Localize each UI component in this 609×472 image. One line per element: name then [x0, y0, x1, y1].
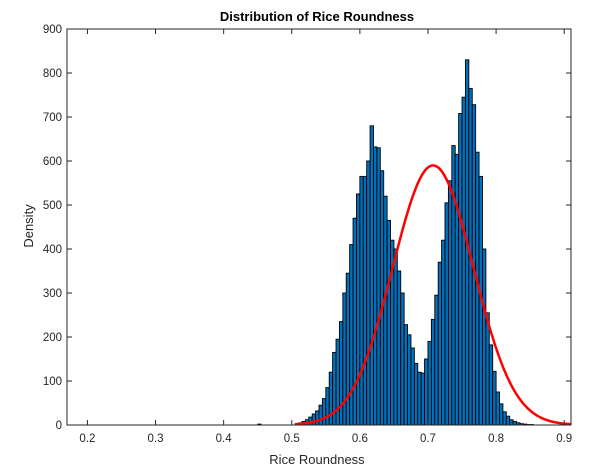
tick-labels: 0.2 0.3 0.4 0.5 0.6 0.7 0.8 0.9 0 100 200 300 400 500…: [43, 24, 572, 445]
histogram-bar: [366, 160, 371, 426]
x-tick-label: 0.9: [556, 433, 572, 445]
histogram-bar: [461, 96, 466, 426]
histogram-bar: [441, 239, 446, 426]
x-tick-label: 0.3: [148, 433, 164, 445]
histogram-bar: [352, 217, 357, 426]
x-tick-label: 0.2: [79, 433, 95, 445]
histogram-bar: [430, 318, 436, 426]
x-tick-label: 0.5: [284, 433, 300, 445]
histogram-bar: [407, 334, 412, 426]
histogram-bar: [424, 358, 429, 426]
histogram-bar: [335, 338, 340, 426]
histogram-bar: [444, 202, 449, 426]
y-tick-label: 700: [43, 112, 62, 124]
histogram-bar: [325, 387, 330, 426]
y-tick-label: 400: [43, 244, 62, 256]
histogram-bar: [499, 403, 504, 426]
y-tick-label: 300: [43, 288, 62, 300]
histogram-bar: [338, 321, 344, 426]
histogram-bar: [512, 421, 517, 426]
histogram-bar: [488, 344, 494, 426]
y-tick-label: 800: [43, 68, 62, 80]
histogram-bar: [383, 195, 388, 426]
histogram-bar: [492, 370, 497, 426]
histogram-bar: [345, 272, 351, 426]
plot-axes: [66, 28, 572, 426]
histogram-bar: [315, 410, 320, 426]
histogram-bar: [451, 145, 456, 426]
histogram-bar: [485, 312, 490, 426]
y-tick-label: 0: [56, 420, 62, 432]
histogram-bar: [311, 413, 317, 426]
histogram-bar: [410, 347, 415, 426]
histogram-bar: [420, 372, 426, 426]
histogram-bar: [356, 193, 361, 426]
x-tick-label: 0.6: [352, 433, 368, 445]
histogram-bar: [502, 411, 507, 426]
y-tick-label: 500: [43, 200, 62, 212]
histogram-bar: [342, 292, 347, 426]
histogram-bar: [386, 219, 391, 426]
histogram-bar: [458, 113, 463, 426]
histogram-bar: [413, 362, 419, 426]
histogram-bar: [393, 248, 398, 426]
histogram-bar: [417, 371, 422, 426]
y-axis-title: Density: [21, 204, 36, 248]
histogram-bar: [359, 175, 364, 426]
normal-fit-line: [295, 164, 572, 426]
histogram-bar: [376, 147, 381, 426]
x-tick-label: 0.4: [216, 433, 233, 445]
histogram-bars: [257, 59, 535, 426]
histogram-bar: [437, 261, 443, 426]
x-tick-label: 0.7: [420, 433, 436, 445]
x-axis-title: Rice Roundness: [269, 452, 365, 467]
histogram-bar: [362, 175, 368, 426]
histogram-bar: [373, 146, 378, 426]
histogram-bar: [321, 398, 327, 426]
histogram-bar: [369, 125, 374, 426]
normal-fit-curve: [295, 164, 572, 426]
y-tick-label: 600: [43, 156, 62, 168]
histogram-bar: [400, 292, 405, 426]
histogram-bar: [505, 415, 511, 426]
histogram-bar: [318, 404, 323, 426]
axes-box: [66, 28, 572, 426]
x-tick-label: 0.8: [488, 433, 504, 445]
histogram-bar: [403, 324, 409, 426]
y-tick-label: 100: [43, 376, 62, 388]
histogram-bar: [396, 270, 402, 426]
histogram-bar: [434, 294, 439, 426]
y-tick-label: 200: [43, 332, 62, 344]
histogram-bar: [495, 391, 500, 426]
y-tick-label: 900: [43, 24, 62, 36]
histogram-bar: [454, 153, 460, 426]
histogram-bar: [379, 170, 385, 426]
histogram-bar: [509, 419, 514, 426]
histogram-bar: [328, 371, 334, 426]
histogram-bar: [482, 248, 487, 426]
chart-title: Distribution of Rice Roundness: [220, 9, 414, 24]
histogram-bar: [349, 244, 354, 426]
histogram-bar: [427, 340, 432, 426]
histogram-bar: [447, 180, 453, 426]
